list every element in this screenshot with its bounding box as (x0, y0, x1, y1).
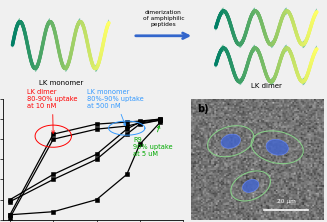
Ellipse shape (243, 180, 259, 192)
Text: LK monomer: LK monomer (39, 80, 83, 86)
Ellipse shape (221, 134, 240, 148)
Text: LK monomer
80%-90% uptake
at 500 nM: LK monomer 80%-90% uptake at 500 nM (87, 89, 144, 126)
Text: b): b) (198, 104, 209, 114)
Text: dimerization
of amphiphilic
peptides: dimerization of amphiphilic peptides (143, 10, 184, 27)
Text: R9
90% uptake
at 5 uM: R9 90% uptake at 5 uM (133, 126, 173, 157)
Text: LK dimer: LK dimer (251, 83, 282, 89)
Text: 20 μm: 20 μm (277, 199, 296, 204)
Text: LK dimer
80-90% uptake
at 10 nM: LK dimer 80-90% uptake at 10 nM (27, 89, 78, 133)
Ellipse shape (266, 139, 288, 155)
